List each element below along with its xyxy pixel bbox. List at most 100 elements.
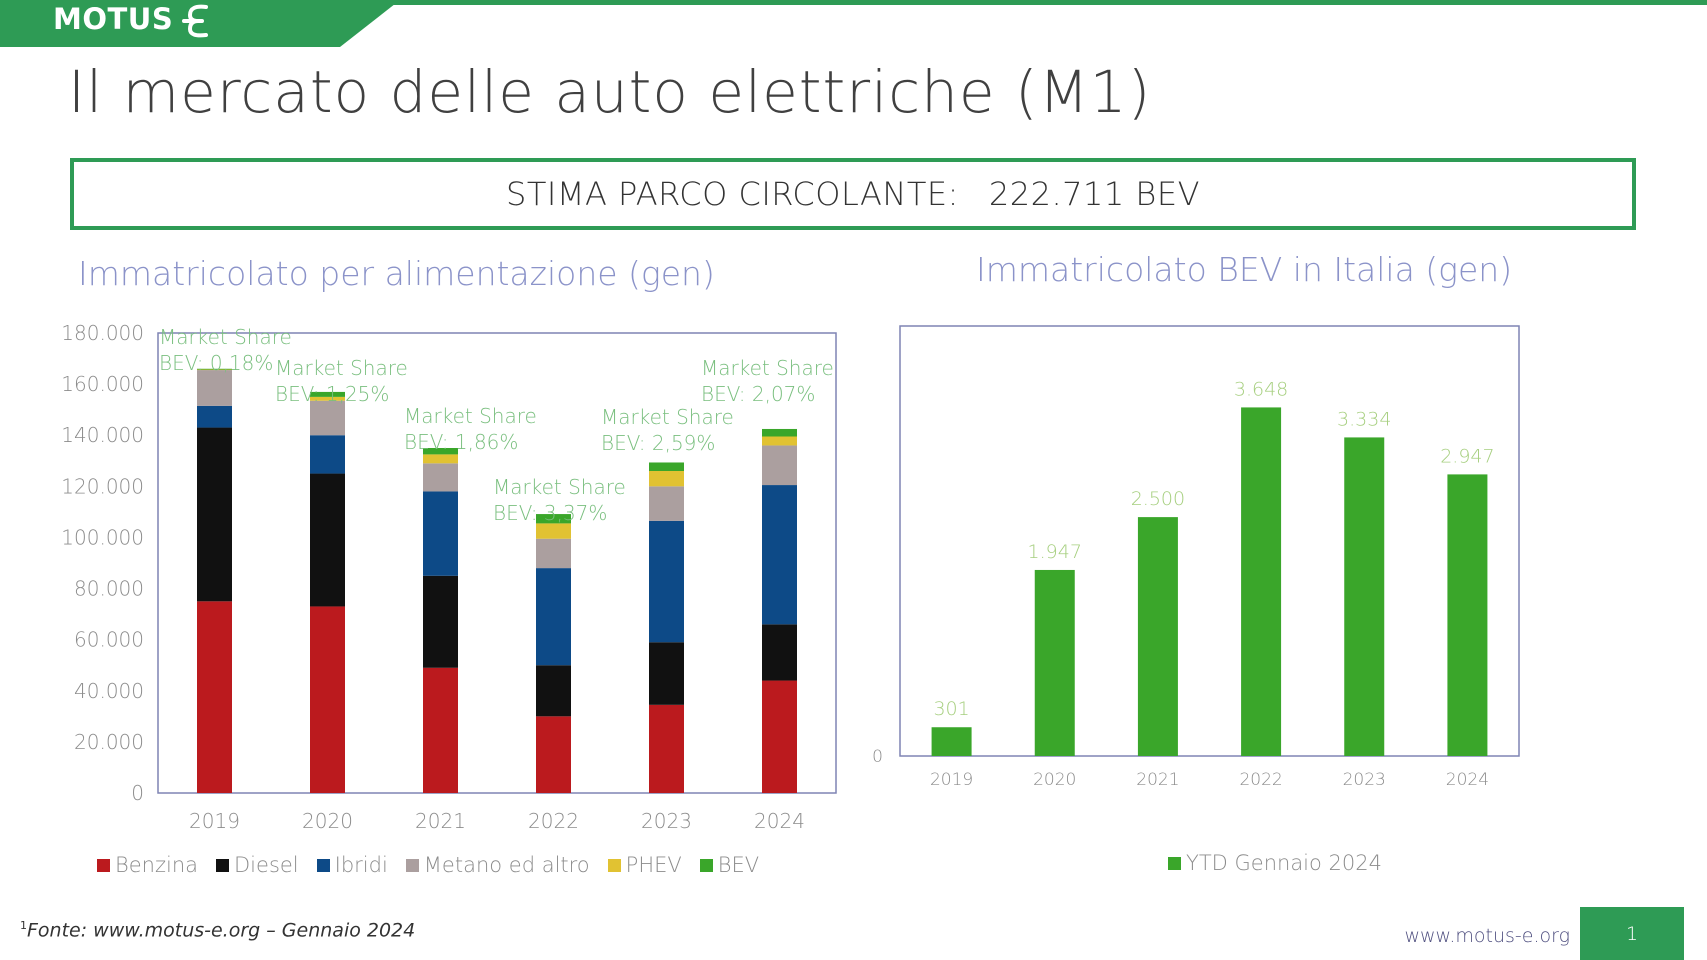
y-tick-label: 120.000 xyxy=(61,474,144,498)
bar-segment xyxy=(536,568,571,666)
legend-label: Benzina xyxy=(115,853,199,877)
bar-segment xyxy=(649,520,684,643)
y-tick-label: 20.000 xyxy=(74,730,144,754)
legend-swatch xyxy=(316,858,330,872)
bar xyxy=(1344,437,1385,756)
bar-segment xyxy=(762,436,797,446)
market-share-label: Market Share xyxy=(159,325,292,349)
y-tick-label: 80.000 xyxy=(74,577,144,601)
bar-segment xyxy=(536,716,571,793)
legend-label: Diesel xyxy=(234,853,299,877)
bar-segment xyxy=(310,435,345,474)
x-tick-label: 2024 xyxy=(754,809,805,833)
legend-swatch xyxy=(1168,856,1181,870)
bar-segment xyxy=(536,538,571,569)
y-tick-label: 60.000 xyxy=(74,628,144,652)
x-tick-label: 2020 xyxy=(1033,770,1076,790)
source-note: 1Fonte: www.motus-e.org – Gennaio 2024 xyxy=(20,919,415,941)
legend-swatch xyxy=(699,858,713,872)
market-share-value: BEV: 0,18% xyxy=(159,351,273,375)
legend-label: PHEV xyxy=(625,853,682,877)
bar-segment xyxy=(762,624,797,681)
data-label: 2.500 xyxy=(1131,488,1185,510)
plot-frame xyxy=(899,325,1520,757)
legend-swatch xyxy=(216,858,230,872)
x-tick-label: 2023 xyxy=(641,809,692,833)
data-label: 3.334 xyxy=(1337,408,1391,430)
y-tick-label: 140.000 xyxy=(61,423,144,447)
bar-segment xyxy=(197,427,232,602)
data-label: 2.947 xyxy=(1440,445,1494,467)
fleet-estimate-box: STIMA PARCO CIRCOLANTE: 222.711 BEV xyxy=(70,158,1636,230)
bar-segment xyxy=(197,405,232,428)
bar-segment xyxy=(423,491,458,576)
x-tick-label: 2022 xyxy=(528,809,579,833)
legend-item: PHEV xyxy=(607,853,682,877)
x-tick-label: 2019 xyxy=(930,770,973,790)
bar-segment xyxy=(423,454,458,464)
legend-swatch xyxy=(97,858,110,872)
bar-segment xyxy=(310,606,345,793)
bar-segment xyxy=(197,369,232,371)
legend-label: Ibridi xyxy=(334,853,388,877)
y-tick-label: 100.000 xyxy=(61,525,144,549)
market-share-label: Market Share xyxy=(493,475,626,499)
legend-swatch xyxy=(405,858,419,872)
legend-item: YTD Gennaio 2024 xyxy=(1168,851,1382,875)
bar-segment xyxy=(649,704,684,793)
market-share-label: Market Share xyxy=(275,356,408,380)
market-share-value: BEV: 1,86% xyxy=(404,430,518,454)
bar-segment xyxy=(310,391,345,397)
x-tick-label: 2022 xyxy=(1239,770,1282,790)
bar-segment xyxy=(762,485,797,625)
bar-segment xyxy=(762,445,797,486)
bar-segment xyxy=(649,642,684,705)
fleet-estimate-value: 222.711 BEV xyxy=(988,175,1200,213)
bar-segment xyxy=(310,396,345,401)
market-share-value: BEV: 2,07% xyxy=(701,382,815,406)
logo-e-icon xyxy=(182,4,208,38)
market-share-value: BEV: 1,25% xyxy=(275,382,389,406)
bar xyxy=(931,727,972,756)
x-tick-label: 2019 xyxy=(189,809,240,833)
left-chart-legend: Benzina Diesel Ibridi Metano ed altro PHEV BE… xyxy=(97,853,777,877)
legend-item: Ibridi xyxy=(316,853,388,877)
bar-segment xyxy=(762,428,797,437)
y-tick-label: 180.000 xyxy=(61,321,144,345)
y-tick-label: 0 xyxy=(131,781,144,805)
x-tick-label: 2021 xyxy=(1136,770,1179,790)
right-chart-legend: YTD Gennaio 2024 xyxy=(1168,851,1400,875)
brand-tab xyxy=(0,0,400,47)
bar xyxy=(1034,569,1075,756)
bar-segment xyxy=(536,514,571,524)
bar-segment xyxy=(649,486,684,521)
market-share-label: Market Share xyxy=(601,405,734,429)
legend-swatch xyxy=(607,858,621,872)
legend-label: Metano ed altro xyxy=(423,853,590,877)
source-text: Fonte: www.motus-e.org – Gennaio 2024 xyxy=(27,919,416,942)
left-chart-title: Immatricolato per alimentazione (gen) xyxy=(78,254,715,293)
bar-segment xyxy=(536,523,571,539)
y-tick-label: 160.000 xyxy=(61,372,144,396)
legend-item: BEV xyxy=(699,853,759,877)
logo-text: MOTUS xyxy=(53,2,174,36)
bar xyxy=(1241,407,1282,756)
legend-label: YTD Gennaio 2024 xyxy=(1186,851,1382,875)
bar-segment xyxy=(536,665,571,717)
top-green-line xyxy=(0,0,1707,5)
data-label: 301 xyxy=(933,698,969,720)
x-tick-label: 2024 xyxy=(1446,770,1489,790)
plot-frame xyxy=(157,332,837,794)
x-tick-label: 2023 xyxy=(1343,770,1386,790)
data-label: 1.947 xyxy=(1028,541,1082,563)
source-footnote-mark: 1 xyxy=(20,919,27,932)
bar-segment xyxy=(649,471,684,487)
x-tick-label: 2021 xyxy=(415,809,466,833)
bar-segment xyxy=(423,448,458,455)
legend-item: Metano ed altro xyxy=(405,853,590,877)
bar xyxy=(1447,474,1488,756)
bar-segment xyxy=(649,462,684,471)
stacked-bar-chart: 0 20.000 40.000 60.000 80.000 100.000 120.000 1… xyxy=(61,321,837,833)
bar-segment xyxy=(423,463,458,492)
bar-segment xyxy=(423,667,458,793)
